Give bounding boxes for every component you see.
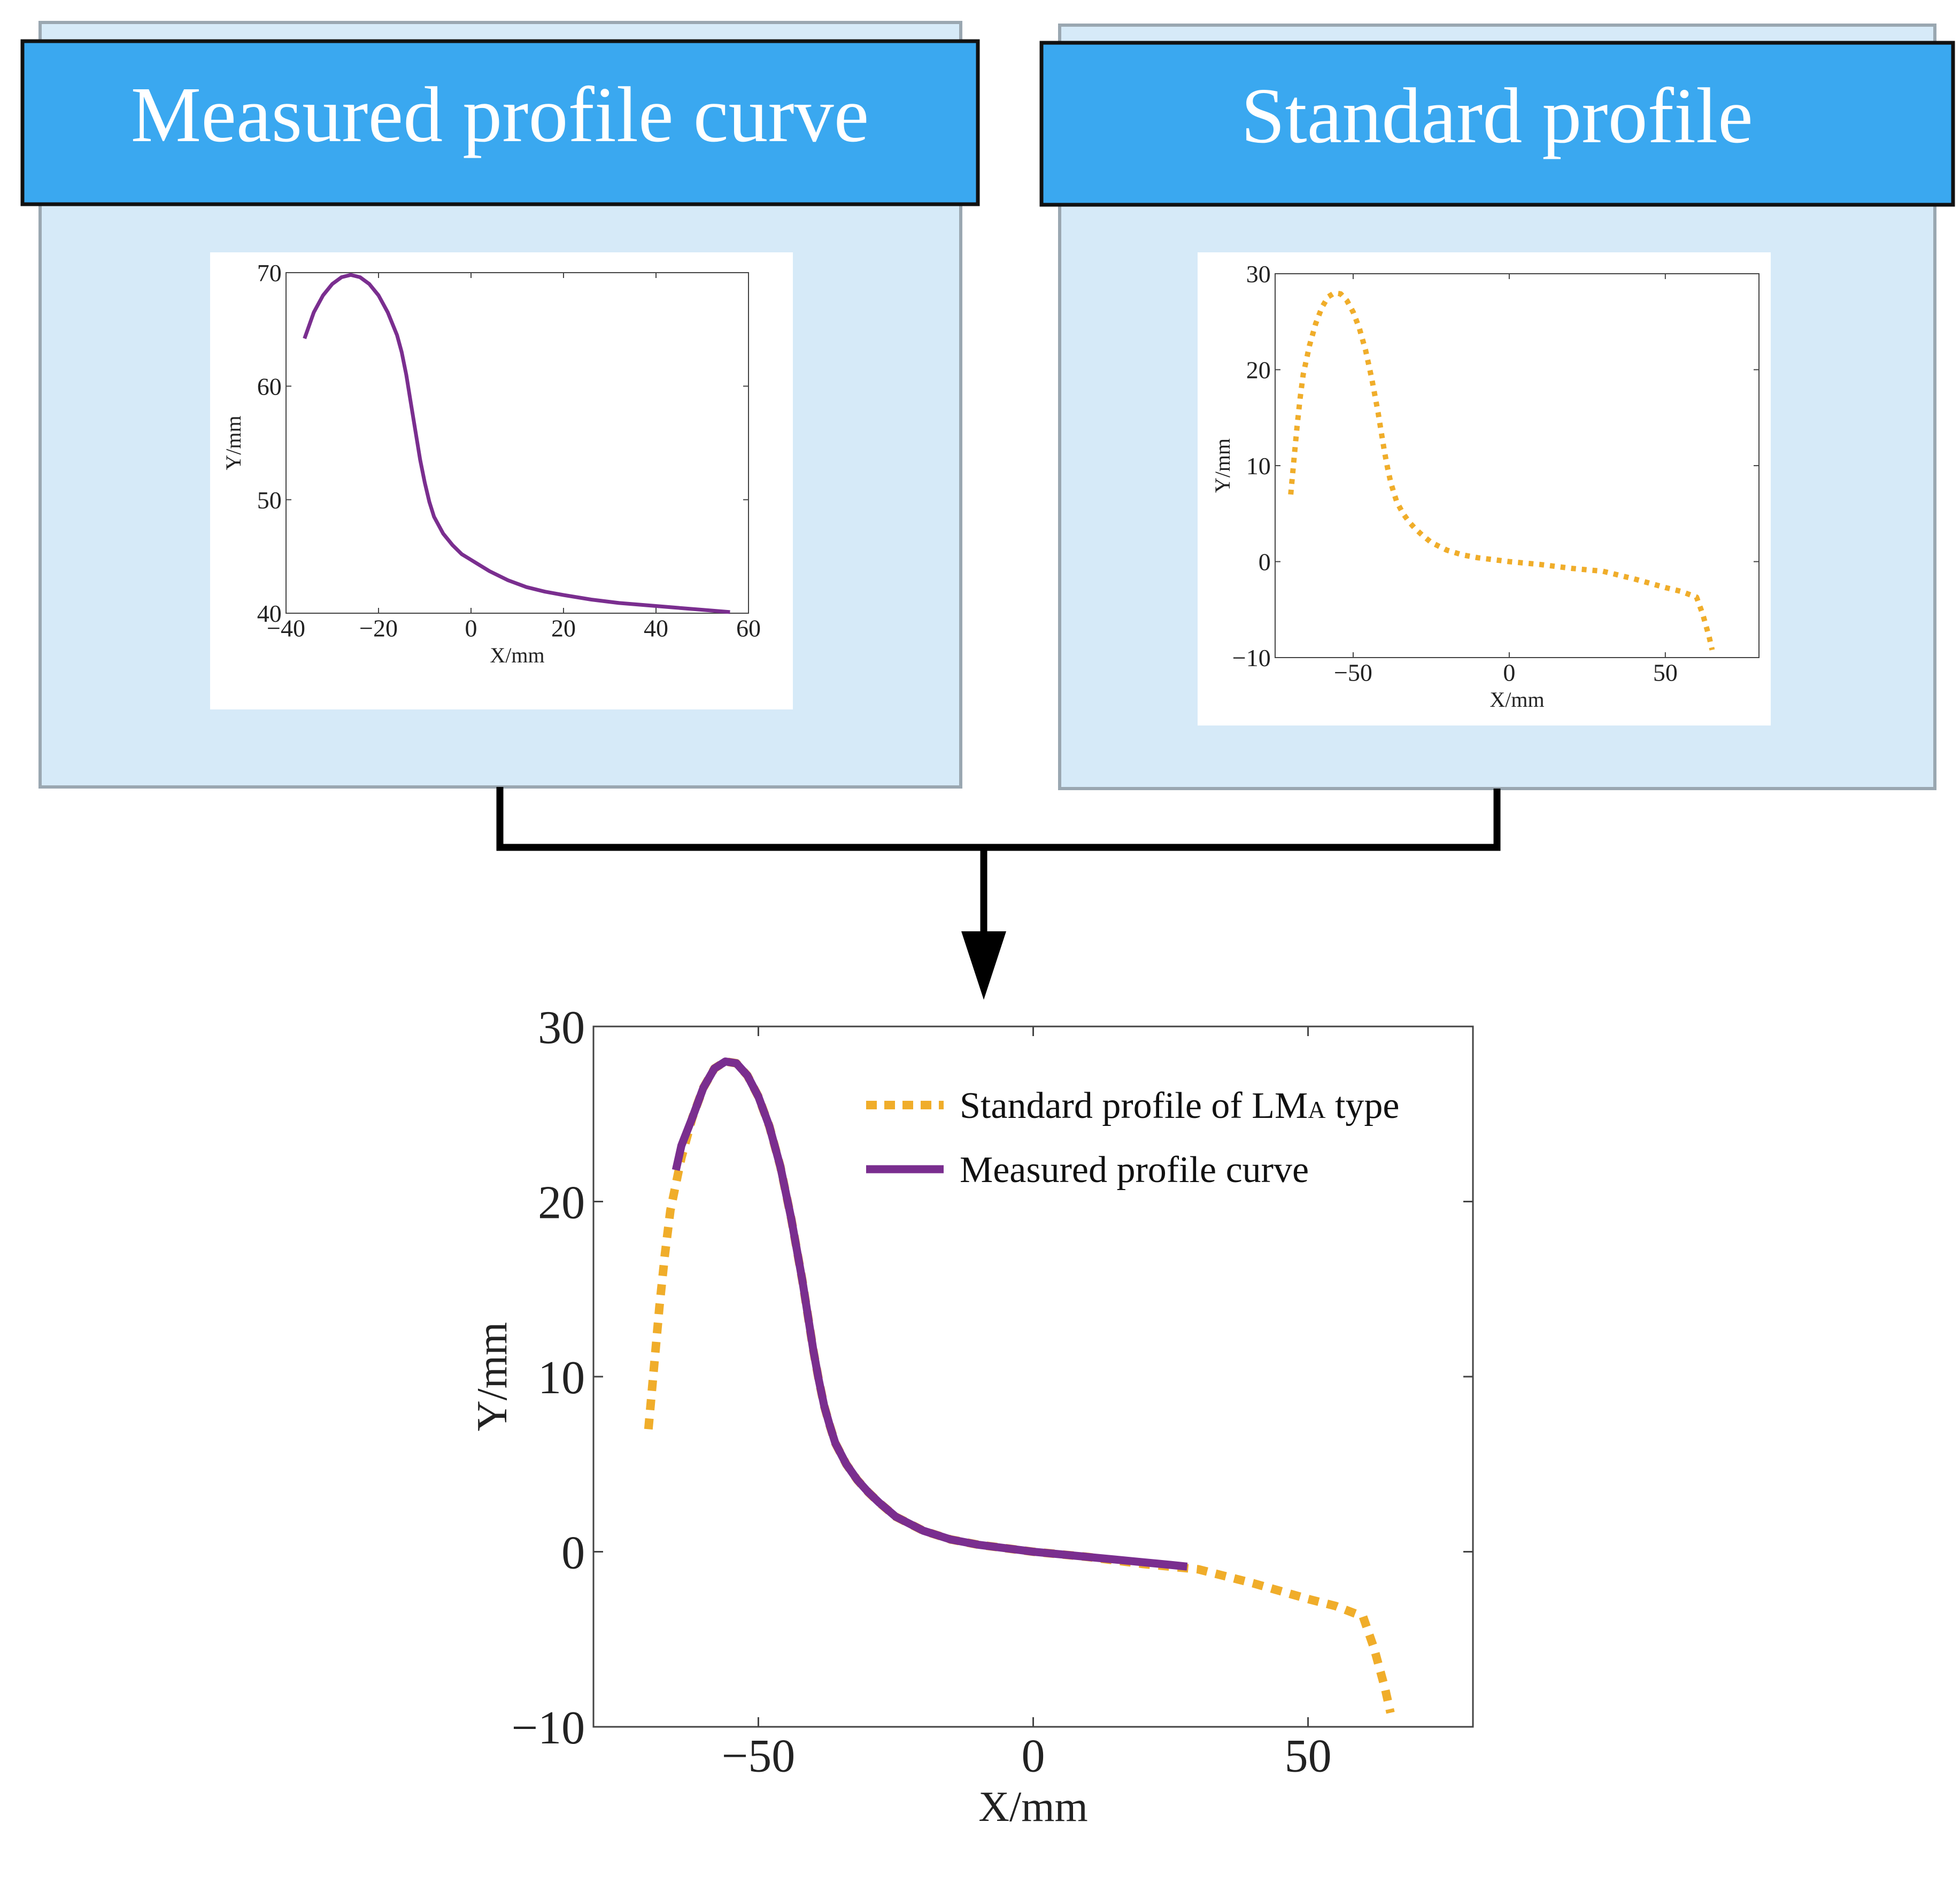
x-tick-label: 0 — [1503, 659, 1515, 686]
y-axis-label: Y/mm — [469, 1322, 516, 1431]
x-axis-label: X/mm — [1490, 688, 1544, 712]
measured-series-line — [672, 1057, 1188, 1571]
y-tick-label: 20 — [538, 1177, 585, 1229]
y-tick-label: 70 — [257, 259, 282, 287]
y-tick-label: 0 — [1259, 549, 1271, 576]
plot-frame — [592, 1025, 1474, 1728]
connector-left-branch — [496, 787, 984, 851]
measured-series-line — [303, 273, 730, 614]
x-tick-label: −20 — [359, 615, 398, 642]
y-tick-label: 10 — [538, 1352, 585, 1404]
x-tick-label: 0 — [1022, 1731, 1045, 1782]
x-tick-label: 60 — [736, 615, 761, 642]
arrow-head-icon — [961, 931, 1006, 1000]
right-panel-header — [1039, 41, 1955, 207]
legend-standard-subscript: A — [1308, 1096, 1325, 1123]
y-tick-label: −10 — [1232, 644, 1271, 671]
y-tick-label: −10 — [512, 1702, 585, 1754]
y-tick-label: 30 — [1246, 260, 1271, 288]
x-tick-label: 20 — [551, 615, 576, 642]
legend-standard-label: Standard profile of LMA type — [960, 1085, 1400, 1126]
x-tick-label: −50 — [1334, 659, 1372, 686]
left-panel-title: Measured profile curve — [131, 71, 869, 159]
plot-frame — [285, 272, 749, 614]
y-tick-label: 10 — [1246, 452, 1271, 480]
x-tick-label: 50 — [1653, 659, 1678, 686]
y-axis-label: Y/mm — [221, 415, 245, 470]
connector-right-branch — [984, 789, 1501, 851]
right-panel-title: Standard profile — [1241, 72, 1753, 160]
x-tick-label: 0 — [465, 615, 477, 642]
legend-measured-label: Measured profile curve — [960, 1149, 1309, 1191]
x-axis-label: X/mm — [490, 643, 544, 667]
y-axis-label: Y/mm — [1210, 438, 1234, 493]
y-tick-label: 20 — [1246, 357, 1271, 384]
left-panel-header — [20, 39, 980, 206]
flow-connector — [496, 787, 1501, 936]
y-tick-label: 40 — [257, 600, 282, 627]
x-tick-label: 40 — [644, 615, 668, 642]
x-axis-label: X/mm — [978, 1783, 1087, 1831]
x-tick-label: −50 — [722, 1731, 796, 1782]
right-chart-background — [1198, 252, 1771, 725]
legend-standard-tail: type — [1325, 1085, 1399, 1126]
y-tick-label: 0 — [561, 1527, 585, 1579]
legend-standard-main: Standard profile of LM — [960, 1085, 1308, 1126]
comparison-chart: −50 0 50 −10 0 10 20 30 X/mm Y/mm Standard profile… — [469, 1002, 1474, 1831]
y-tick-label: 30 — [538, 1002, 585, 1054]
y-tick-label: 60 — [257, 373, 282, 400]
measured-profile-chart: −40 −20 0 20 40 60 40 50 60 70 X/mm Y/mm — [221, 259, 761, 667]
standard-profile-chart: −50 0 50 −10 0 10 20 30 X/mm Y/mm — [1210, 260, 1760, 712]
x-tick-label: 50 — [1285, 1731, 1332, 1782]
x-tick-label: −40 — [267, 615, 305, 642]
y-tick-label: 50 — [257, 487, 282, 514]
